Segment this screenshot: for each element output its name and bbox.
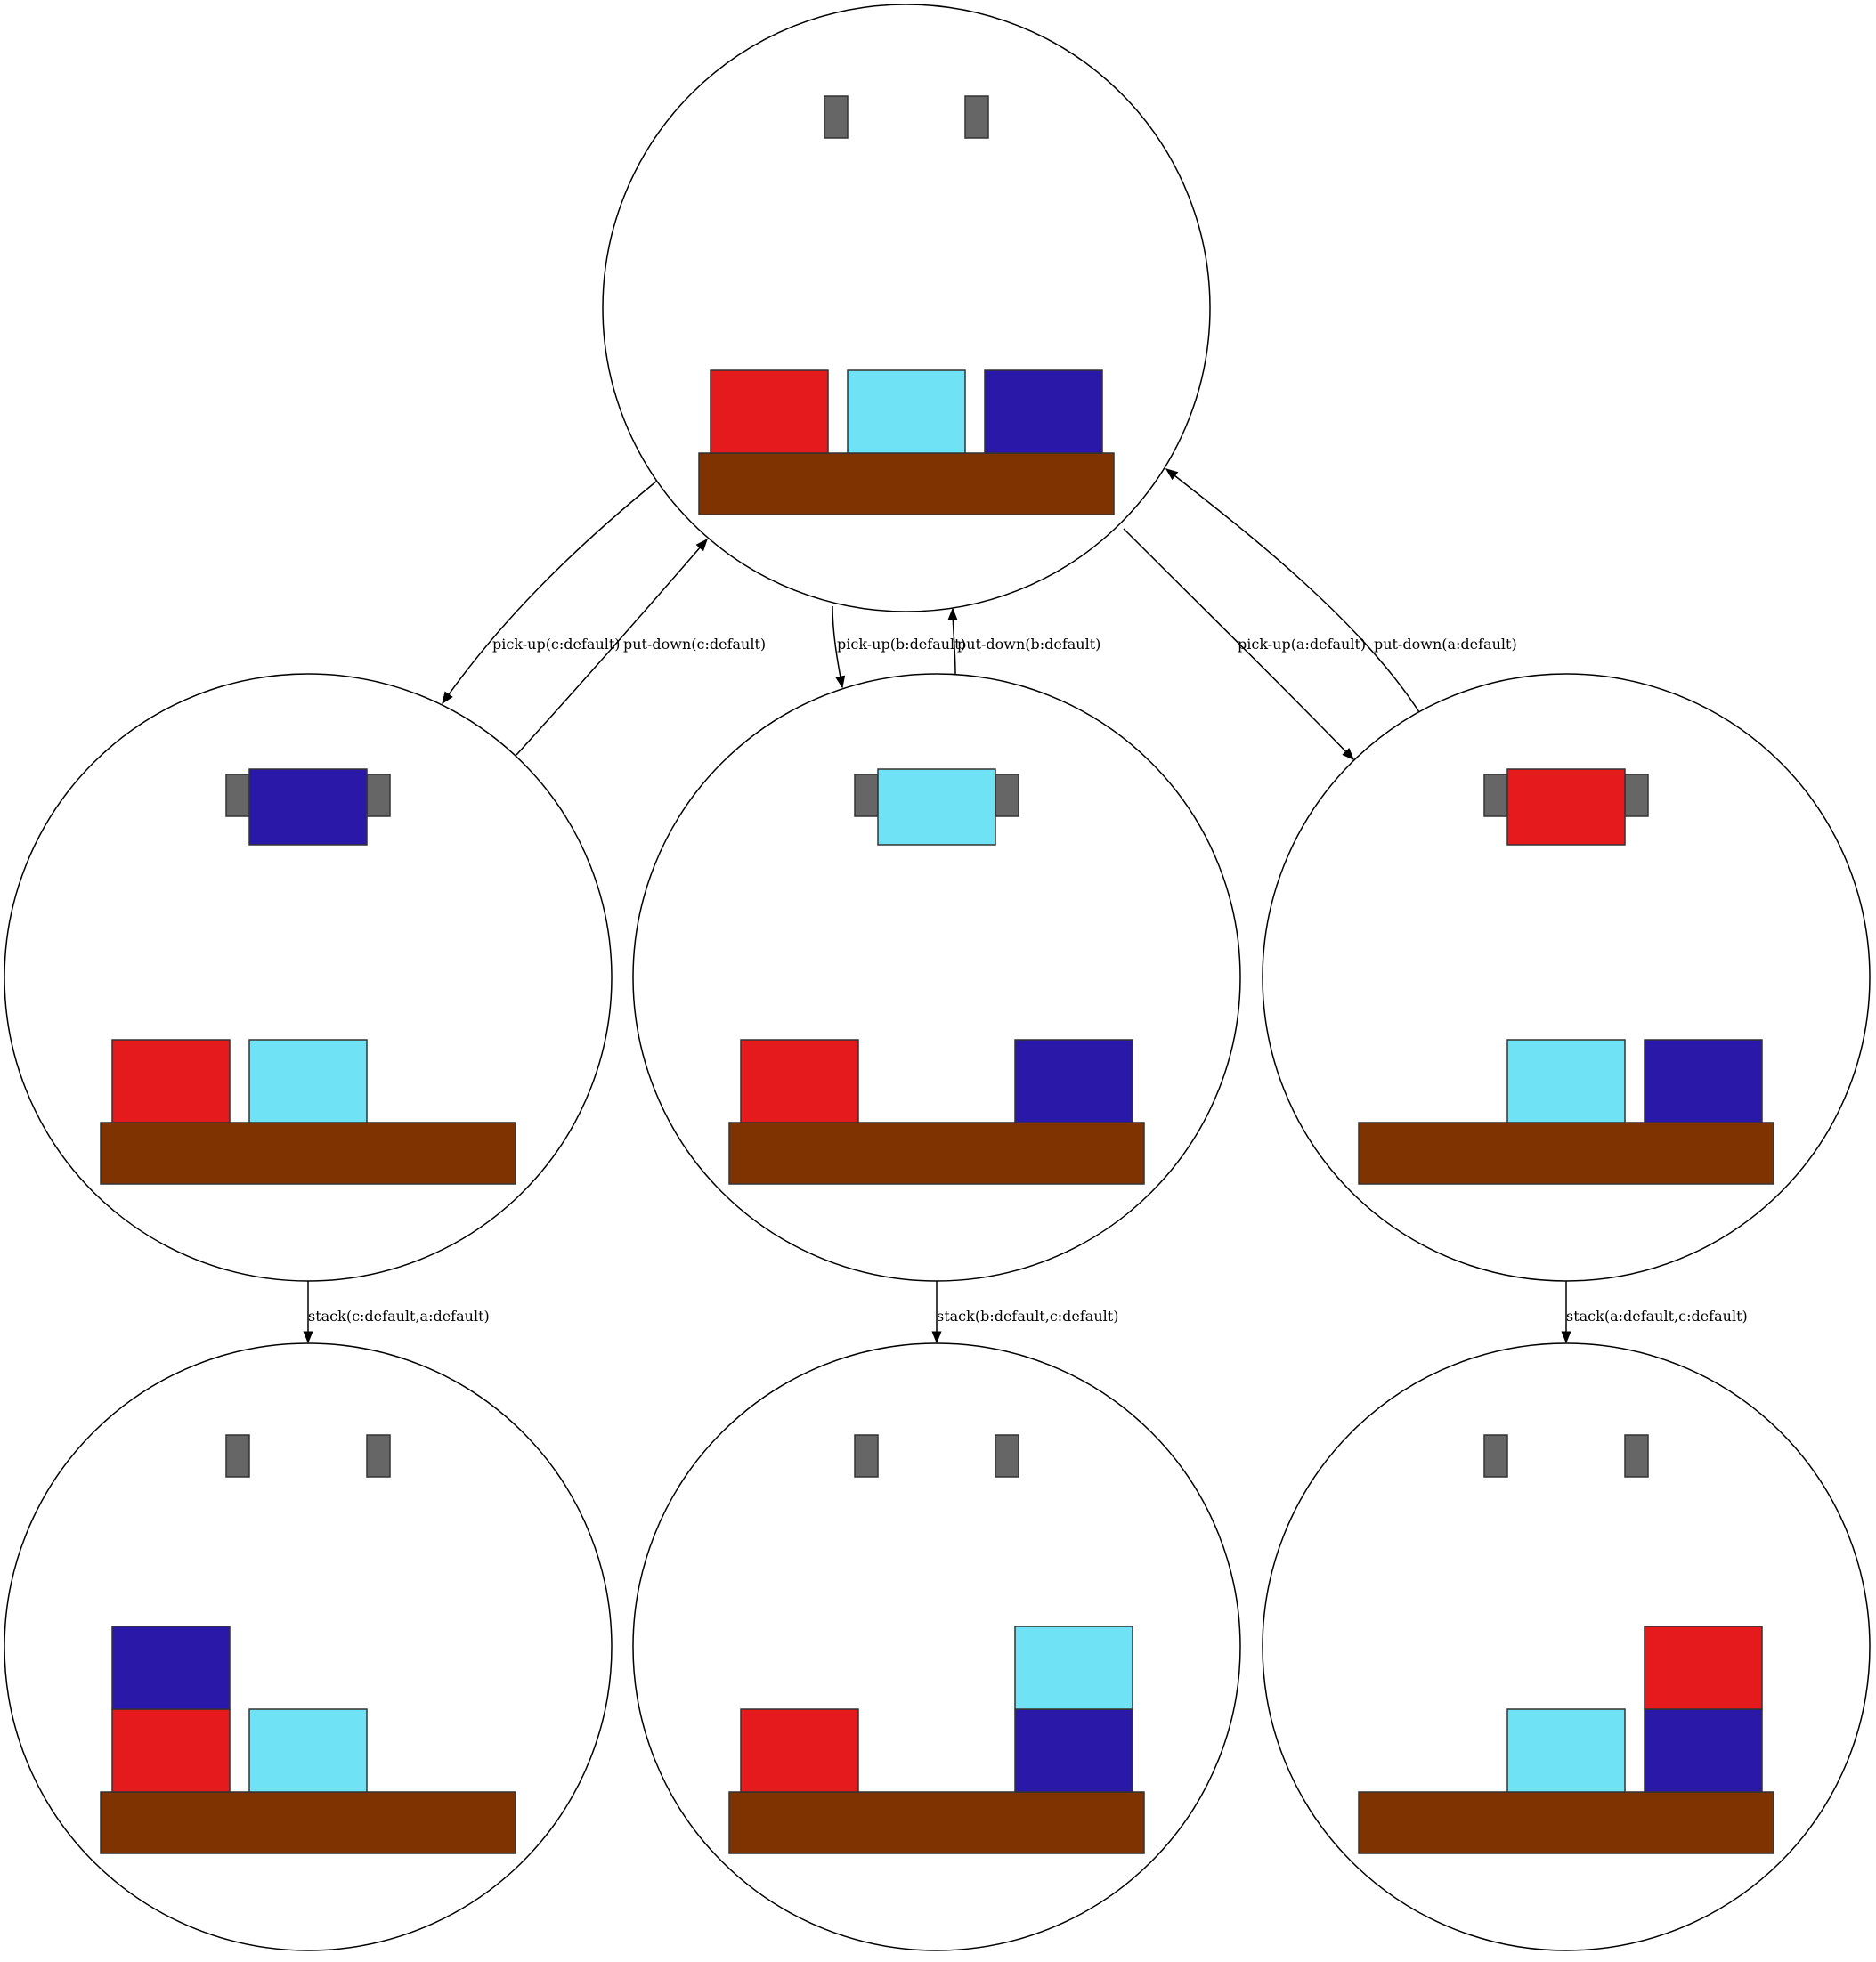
state-node-s2 <box>632 673 1241 1282</box>
gripper-finger-left <box>225 774 250 817</box>
gripper-finger-right <box>995 774 1019 817</box>
edge-label: pick-up(c:default) <box>492 636 621 653</box>
table-surface <box>100 1122 516 1185</box>
edge-label: pick-up(a:default) <box>1238 636 1366 653</box>
edge-s3-s6: stack(a:default,c:default) <box>1561 1281 1748 1344</box>
state-node-s1 <box>4 673 613 1282</box>
edges-layer: pick-up(c:default) put-down(c:default) pic… <box>303 468 1748 1344</box>
edge-s2-s0: put-down(b:default) <box>947 607 1100 676</box>
block-c <box>1644 1708 1763 1793</box>
block-b <box>1014 1626 1133 1710</box>
gripper-finger-left <box>824 95 849 139</box>
edge-arrow <box>1165 468 1422 716</box>
gripper-finger-left <box>854 1434 879 1478</box>
state-circle <box>4 673 613 1282</box>
table-surface <box>1358 1122 1774 1185</box>
block-b <box>1506 1039 1626 1123</box>
edge-arrow <box>1123 528 1354 761</box>
state-node-s5 <box>632 1342 1241 1951</box>
edge-label: stack(c:default,a:default) <box>308 1308 490 1325</box>
gripper-finger-right <box>1624 1434 1649 1478</box>
gripper-finger-right <box>1624 774 1649 817</box>
block-a <box>111 1039 231 1123</box>
state-circle <box>632 1342 1241 1951</box>
gripper-finger-left <box>854 774 879 817</box>
edge-label: put-down(c:default) <box>623 636 766 653</box>
gripper-finger-right <box>366 774 391 817</box>
state-circle <box>4 1342 613 1951</box>
table-surface <box>1358 1791 1774 1854</box>
edge-s1-s0: put-down(c:default) <box>516 538 766 756</box>
held-block-c <box>248 768 368 846</box>
block-a <box>740 1039 859 1123</box>
block-c <box>1644 1039 1763 1123</box>
edge-s0-s3: pick-up(a:default) <box>1123 528 1366 761</box>
edge-label: stack(a:default,c:default) <box>1566 1308 1748 1325</box>
edge-arrow <box>832 605 846 689</box>
state-circle <box>632 673 1241 1282</box>
edge-s1-s4: stack(c:default,a:default) <box>303 1281 490 1344</box>
gripper-finger-right <box>366 1434 391 1478</box>
state-node-s3 <box>1262 673 1871 1282</box>
edge-label: put-down(a:default) <box>1374 636 1517 653</box>
block-c <box>984 369 1103 454</box>
edge-s3-s0: put-down(a:default) <box>1165 468 1517 716</box>
edge-s0-s1: pick-up(c:default) <box>442 480 658 705</box>
block-c <box>1014 1708 1133 1793</box>
block-a <box>1644 1626 1763 1710</box>
state-node-s6 <box>1262 1342 1871 1951</box>
held-block-b <box>877 768 996 846</box>
gripper-finger-left <box>225 1434 250 1478</box>
state-circle <box>602 4 1211 612</box>
gripper-finger-left <box>1483 774 1508 817</box>
block-b <box>1506 1708 1626 1793</box>
edge-arrow <box>442 480 658 705</box>
gripper-finger-right <box>964 95 989 139</box>
state-node-s0 <box>602 4 1211 612</box>
block-a <box>740 1708 859 1793</box>
edge-s2-s5: stack(b:default,c:default) <box>931 1281 1118 1344</box>
held-block-a <box>1506 768 1626 846</box>
block-b <box>248 1708 368 1793</box>
gripper-finger-right <box>995 1434 1019 1478</box>
table-surface <box>728 1122 1145 1185</box>
block-c <box>1014 1039 1133 1123</box>
state-node-s4 <box>4 1342 613 1951</box>
edge-arrow <box>516 538 708 756</box>
gripper-finger-left <box>1483 1434 1508 1478</box>
block-a <box>710 369 829 454</box>
edge-label: put-down(b:default) <box>957 636 1100 653</box>
state-circle <box>1262 673 1871 1282</box>
table-surface <box>728 1791 1145 1854</box>
block-b <box>248 1039 368 1123</box>
edge-s0-s2: pick-up(b:default) <box>832 605 966 689</box>
block-c <box>111 1626 231 1710</box>
state-circle <box>1262 1342 1871 1951</box>
edge-label: pick-up(b:default) <box>837 636 966 653</box>
edge-arrow <box>947 607 958 676</box>
block-a <box>111 1708 231 1793</box>
table-surface <box>698 452 1115 515</box>
edge-label: stack(b:default,c:default) <box>937 1308 1118 1325</box>
nodes-layer <box>4 4 1871 1951</box>
block-b <box>847 369 966 454</box>
table-surface <box>100 1791 516 1854</box>
